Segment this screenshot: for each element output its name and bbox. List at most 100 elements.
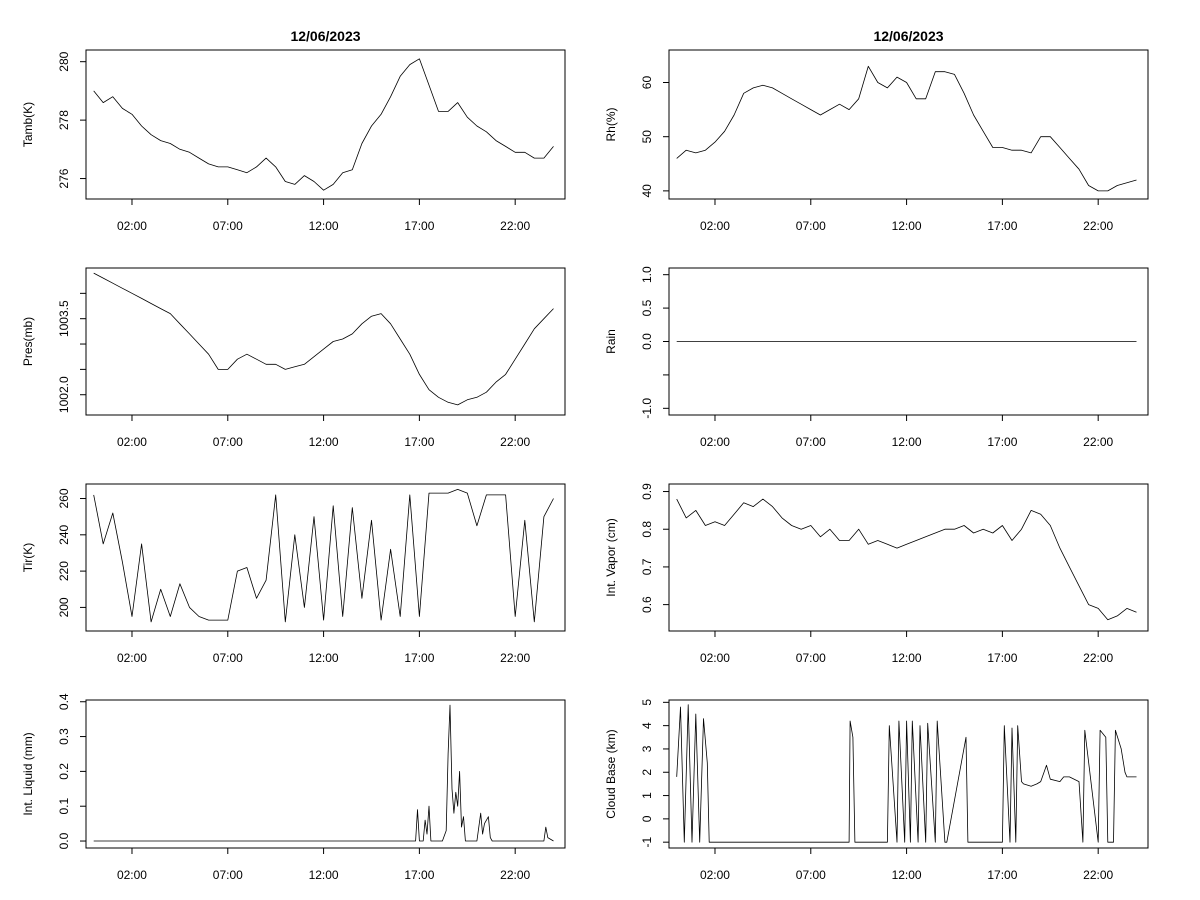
chart-title-rh: 12/06/2023 <box>873 28 943 44</box>
y-tick-label: 2 <box>640 769 654 776</box>
x-tick-label: 12:00 <box>892 651 922 665</box>
panel-int-vapor-cm: 02:00 07:00 12:00 17:00 22:00 0.6 0.7 0.8 0.9 Int… <box>604 483 1149 665</box>
y-tick-label: 276 <box>57 168 71 188</box>
x-tick-label: 22:00 <box>1083 219 1113 233</box>
x-tick-label: 22:00 <box>500 651 530 665</box>
y-tick-label: 40 <box>640 184 654 198</box>
x-tick-label: 07:00 <box>213 868 243 882</box>
y-tick-label: 0.2 <box>57 763 71 780</box>
y-axis-label-rain: Rain <box>604 329 618 354</box>
series-line-tamb-k <box>93 58 554 191</box>
y-tick-label: -1 <box>640 837 654 848</box>
x-tick-label: 12:00 <box>309 435 339 449</box>
y-tick-label: 0.7 <box>640 558 654 575</box>
x-tick-label: 07:00 <box>213 219 243 233</box>
plot-frame-rh <box>668 49 1149 200</box>
x-tick-label: 17:00 <box>404 219 434 233</box>
plot-frame-int-vapor-cm <box>668 483 1149 632</box>
y-tick-label: 0.0 <box>640 333 654 350</box>
x-tick-label: 02:00 <box>117 651 147 665</box>
y-tick-label: 278 <box>57 110 71 130</box>
series-line-cloud-base-km <box>676 704 1137 843</box>
y-tick-label: 4 <box>640 722 654 729</box>
y-tick-label: 0.8 <box>640 521 654 538</box>
x-tick-label: 12:00 <box>892 435 922 449</box>
y-tick-label: 0.4 <box>57 693 71 710</box>
series-line-int-vapor-cm <box>676 498 1137 621</box>
x-tick-label: 22:00 <box>500 219 530 233</box>
series-line-tir-k <box>93 489 554 623</box>
plot-frame-cloud-base-km <box>668 699 1149 849</box>
y-tick-label: 260 <box>57 488 71 508</box>
y-tick-label: -1.0 <box>640 398 654 419</box>
x-tick-label: 02:00 <box>117 435 147 449</box>
x-tick-label: 17:00 <box>987 219 1017 233</box>
y-tick-label: 1002.0 <box>57 376 71 413</box>
y-tick-label: 240 <box>57 524 71 544</box>
plot-frame-pres-mb <box>85 267 566 416</box>
series-line-rh <box>676 65 1137 192</box>
y-tick-label: 5 <box>640 699 654 706</box>
y-tick-label: 3 <box>640 745 654 752</box>
y-tick-label: 200 <box>57 597 71 617</box>
x-tick-label: 12:00 <box>309 651 339 665</box>
y-tick-label: 1.0 <box>640 266 654 283</box>
series-line-int-liquid-mm <box>93 704 554 842</box>
x-tick-label: 12:00 <box>309 219 339 233</box>
panel-pres-mb: 02:00 07:00 12:00 17:00 22:00 1002.0 1003.5 Pre… <box>21 267 566 449</box>
y-axis-label-cloud-base-km: Cloud Base (km) <box>604 729 618 818</box>
y-axis-label-tir-k: Tir(K) <box>21 543 35 573</box>
x-tick-label: 07:00 <box>796 435 826 449</box>
x-tick-label: 22:00 <box>1083 651 1113 665</box>
x-tick-label: 12:00 <box>892 868 922 882</box>
panel-cloud-base-km: 02:00 07:00 12:00 17:00 22:00 -1 0 1 2 3 4 5 Cloud B… <box>604 699 1149 882</box>
y-tick-label: 0 <box>640 815 654 822</box>
x-tick-label: 02:00 <box>700 435 730 449</box>
x-tick-label: 22:00 <box>500 435 530 449</box>
x-tick-label: 02:00 <box>700 651 730 665</box>
chart-title-tamb-k: 12/06/2023 <box>290 28 360 44</box>
plot-frame-tir-k <box>85 483 566 632</box>
x-tick-label: 17:00 <box>404 651 434 665</box>
x-tick-label: 02:00 <box>117 868 147 882</box>
y-tick-label: 0.9 <box>640 483 654 500</box>
y-tick-label: 60 <box>640 76 654 90</box>
plot-frame-int-liquid-mm <box>85 699 566 849</box>
panel-rh: 12/06/2023 02:00 07:00 12:00 17:00 22:00 40 50 6… <box>604 28 1149 233</box>
x-tick-label: 17:00 <box>404 435 434 449</box>
y-axis-label-rh: Rh(%) <box>604 107 618 141</box>
x-tick-label: 17:00 <box>987 651 1017 665</box>
y-axis-label-pres-mb: Pres(mb) <box>21 317 35 366</box>
panel-int-liquid-mm: 02:00 07:00 12:00 17:00 22:00 0.0 0.1 0.2 0.3 0.4… <box>21 693 566 882</box>
y-axis-label-tamb-k: Tamb(K) <box>21 102 35 147</box>
x-tick-label: 22:00 <box>1083 435 1113 449</box>
y-tick-label: 280 <box>57 51 71 71</box>
series-line-pres-mb <box>93 272 554 406</box>
x-tick-label: 07:00 <box>213 651 243 665</box>
y-axis-label-int-liquid-mm: Int. Liquid (mm) <box>21 732 35 815</box>
x-tick-label: 17:00 <box>987 435 1017 449</box>
y-tick-label: 0.6 <box>640 596 654 613</box>
plot-frame-tamb-k <box>85 49 566 200</box>
y-tick-label: 1 <box>640 792 654 799</box>
x-tick-label: 07:00 <box>213 435 243 449</box>
panel-rain: 02:00 07:00 12:00 17:00 22:00 -1.0 0.0 0.5 1.0 Ra… <box>604 266 1149 449</box>
panel-tir-k: 02:00 07:00 12:00 17:00 22:00 200 220 240 260 Tir… <box>21 483 566 665</box>
y-tick-label: 220 <box>57 561 71 581</box>
panel-tamb-k: 12/06/2023 02:00 07:00 12:00 17:00 22:00 276 27… <box>21 28 566 233</box>
y-axis-label-int-vapor-cm: Int. Vapor (cm) <box>604 518 618 596</box>
x-tick-label: 17:00 <box>987 868 1017 882</box>
x-tick-label: 12:00 <box>309 868 339 882</box>
x-tick-label: 17:00 <box>404 868 434 882</box>
x-tick-label: 07:00 <box>796 219 826 233</box>
y-tick-label: 0.0 <box>57 832 71 849</box>
x-tick-label: 22:00 <box>500 868 530 882</box>
y-tick-label: 0.3 <box>57 728 71 745</box>
x-tick-label: 02:00 <box>700 219 730 233</box>
x-tick-label: 12:00 <box>892 219 922 233</box>
x-tick-label: 02:00 <box>117 219 147 233</box>
x-tick-label: 07:00 <box>796 868 826 882</box>
y-tick-label: 0.5 <box>640 299 654 316</box>
y-tick-label: 50 <box>640 130 654 144</box>
